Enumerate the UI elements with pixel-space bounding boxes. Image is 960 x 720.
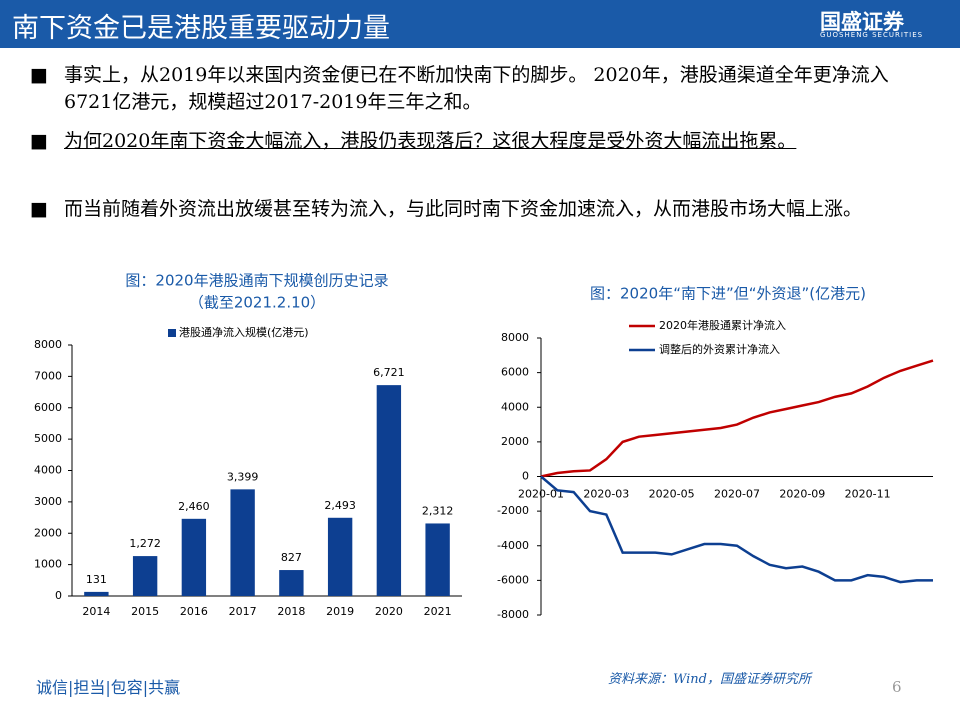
y-tick-label: -6000 (497, 573, 529, 586)
x-tick-label: 2014 (82, 605, 110, 618)
chart-subtitle: （截至2021.2.10） (189, 294, 325, 312)
y-tick-label: 6000 (501, 366, 529, 379)
motto: 诚信|担当|包容|共赢 (36, 678, 181, 697)
x-tick-label: 2019 (326, 605, 354, 618)
y-tick-label: -2000 (497, 504, 529, 517)
legend-label: 港股通净流入规模(亿港元) (179, 325, 309, 339)
x-tick-label: 2020-05 (649, 488, 695, 501)
page-number: 6 (892, 678, 902, 696)
y-tick-label: -4000 (497, 539, 529, 552)
data-label: 6,721 (373, 366, 405, 379)
bar (230, 489, 255, 596)
x-tick-label: 2020-09 (779, 488, 825, 501)
y-tick-label: 2000 (501, 435, 529, 448)
legend-swatch (168, 329, 176, 337)
source: 资料来源：Wind，国盛证券研究所 (608, 672, 811, 687)
legend-label: 调整后的外资累计净流入 (659, 342, 780, 356)
data-label: 1,272 (129, 537, 161, 550)
bar (425, 523, 450, 596)
data-label: 2,312 (422, 504, 454, 517)
bar (181, 518, 207, 596)
logo-sub: GUOSHENG SECURITIES (820, 31, 924, 39)
x-tick-label: 2020-07 (714, 488, 760, 501)
x-tick-label: 2018 (277, 605, 305, 618)
bullet: ■ 事实上，从2019年以来国内资金便已在不断加快南下的脚步。 2020年，港股通… (30, 62, 930, 116)
chart-title: 图：2020年港股通南下规模创历史记录 (125, 272, 388, 290)
legend-label: 2020年港股通累计净流入 (659, 318, 786, 332)
data-label: 2,493 (324, 499, 356, 512)
bar (279, 570, 304, 596)
y-tick-label: 3000 (34, 495, 62, 508)
y-tick-label: 4000 (34, 464, 62, 477)
data-label: 2,460 (178, 500, 210, 513)
bullet-text: 而当前随着外资流出放缓甚至转为流入，与此同时南下资金加速流入，从而港股市场大幅上… (64, 198, 863, 220)
data-label: 827 (281, 551, 302, 564)
y-tick-label: 7000 (34, 369, 62, 382)
bullet: ■ 而当前随着外资流出放缓甚至转为流入，与此同时南下资金加速流入，从而港股市场大幅… (30, 196, 930, 223)
y-tick-label: 0 (522, 470, 529, 483)
bullet: ■ 为何2020年南下资金大幅流入，港股仍表现落后？这很大程度是受外资大幅流出拖累… (30, 128, 930, 155)
title: 南下资金已是港股重要驱动力量 (12, 13, 390, 44)
bar (327, 517, 353, 596)
y-tick-label: 6000 (34, 401, 62, 414)
bullet-text: 为何2020年南下资金大幅流入，港股仍表现落后？这很大程度是受外资大幅流出拖累。 (64, 130, 797, 152)
bar (376, 385, 402, 596)
y-tick-label: 0 (55, 589, 62, 602)
chart-title: 图：2020年“南下进”但“外资退”(亿港元) (590, 285, 866, 303)
logo: 国盛证券 (820, 10, 904, 34)
x-tick-label: 2020-01 (518, 488, 564, 501)
x-tick-label: 2015 (131, 605, 159, 618)
bar (84, 591, 109, 596)
x-tick-label: 2020 (375, 605, 403, 618)
y-tick-label: 4000 (501, 400, 529, 413)
x-tick-label: 2016 (180, 605, 208, 618)
x-tick-label: 2020-03 (583, 488, 629, 501)
x-tick-label: 2020-11 (845, 488, 891, 501)
y-tick-label: 5000 (34, 432, 62, 445)
line (540, 359, 934, 478)
y-tick-label: 2000 (34, 526, 62, 539)
x-tick-label: 2017 (229, 605, 257, 618)
x-tick-label: 2021 (424, 605, 452, 618)
header: 南下资金已是港股重要驱动力量 国盛证券 GUOSHENG SECURITIES (0, 0, 960, 48)
bar (132, 556, 158, 596)
bullet-text: 事实上，从2019年以来国内资金便已在不断加快南下的脚步。 2020年，港股通渠… (64, 64, 889, 113)
y-tick-label: 8000 (501, 331, 529, 344)
y-tick-label: 8000 (34, 338, 62, 351)
data-label: 3,399 (227, 470, 259, 483)
y-tick-label: 1000 (34, 558, 62, 571)
data-label: 131 (86, 573, 107, 586)
y-tick-label: -8000 (497, 608, 529, 621)
line (540, 475, 933, 584)
